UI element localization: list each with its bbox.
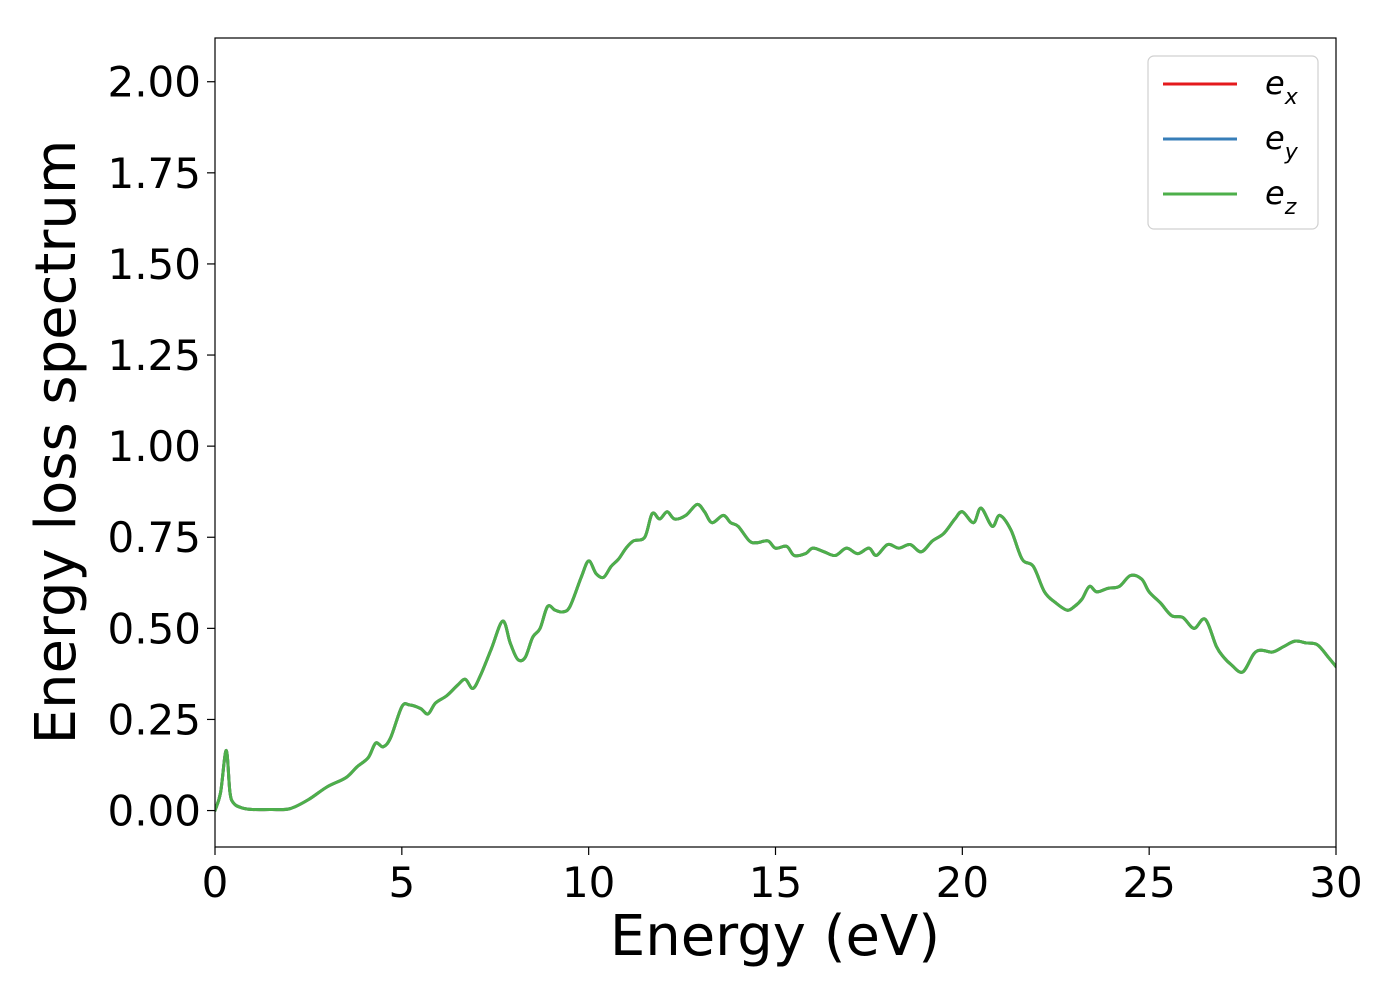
y-tick-label: 1.50: [107, 240, 201, 289]
legend-label-ex: ex: [1265, 64, 1299, 110]
y-tick-label: 0.25: [107, 695, 201, 744]
y-axis-label: Energy loss spectrum: [24, 140, 89, 745]
legend-box: [1147, 55, 1319, 230]
x-tick-label: 20: [936, 858, 989, 907]
legend-label-ey: ey: [1265, 119, 1299, 165]
x-tick-label: 25: [1122, 858, 1175, 907]
y-tick-label: 0.00: [107, 787, 201, 836]
legend-label-ez: ez: [1265, 174, 1297, 220]
y-tick-label: 0.75: [107, 513, 201, 562]
x-tick-label: 15: [749, 858, 802, 907]
y-tick-label: 1.75: [107, 149, 201, 198]
series-line-e-y: [215, 502, 1336, 813]
legend: ex ey ez: [1147, 55, 1319, 230]
x-tick-label: 0: [202, 858, 229, 907]
plot-lines: [215, 502, 1336, 813]
y-tick-label: 1.00: [107, 422, 201, 471]
series-line-e-x: [215, 502, 1336, 813]
x-axis-ticks: 0 5 10 15 20 25 30: [202, 847, 1363, 907]
y-axis-ticks: 0.00 0.25 0.50 0.75 1.00 1.25 1.50 1.75 2.00: [107, 58, 215, 836]
y-tick-label: 0.50: [107, 604, 201, 653]
x-tick-label: 10: [562, 858, 615, 907]
x-tick-label: 5: [388, 858, 415, 907]
series-line-e-z: [215, 502, 1336, 813]
y-tick-label: 2.00: [107, 58, 201, 107]
x-axis-label: Energy (eV): [610, 904, 940, 969]
x-tick-label: 30: [1309, 858, 1362, 907]
y-tick-label: 1.25: [107, 331, 201, 380]
